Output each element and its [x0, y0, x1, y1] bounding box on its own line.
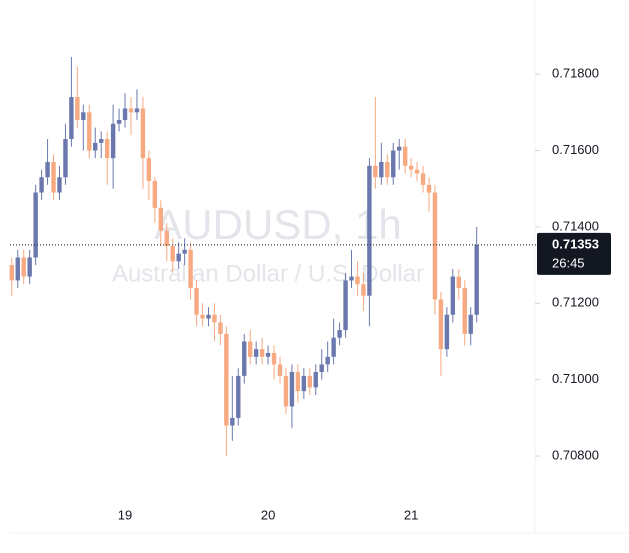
candle-body: [176, 253, 181, 262]
candle-body: [188, 249, 193, 289]
candle-body: [367, 165, 372, 296]
candle-body: [99, 139, 104, 143]
watermark-subtitle: Australian Dollar / U.S. Dollar: [112, 260, 424, 287]
candle-body: [402, 146, 408, 166]
candle-body: [21, 257, 26, 277]
candle-body: [236, 375, 241, 418]
candle-body: [271, 352, 277, 365]
candle-body: [15, 257, 20, 281]
y-tick-label: 0.70800: [552, 448, 599, 463]
candle-body: [307, 375, 312, 388]
candle-body: [93, 142, 98, 151]
candle-body: [391, 150, 396, 178]
candle-body: [170, 246, 175, 262]
candle-body: [164, 230, 169, 247]
candle-body: [301, 375, 307, 392]
candle-body: [343, 280, 348, 331]
candle-body: [242, 341, 247, 376]
y-tick-label: 0.71600: [552, 142, 599, 157]
candle-body: [122, 108, 128, 120]
candle-body: [373, 165, 378, 178]
candle-body: [331, 337, 336, 357]
y-tick-label: 0.71000: [552, 371, 599, 386]
x-tick-label: 20: [261, 507, 275, 522]
candle-body: [432, 192, 438, 300]
candle-body: [295, 372, 301, 392]
candle-body: [224, 333, 229, 426]
candle-body: [110, 123, 116, 159]
candle-body: [146, 158, 152, 182]
candle-body: [33, 192, 38, 258]
candle-body: [230, 417, 235, 426]
candle-body: [200, 314, 205, 319]
candle-body: [152, 181, 158, 208]
candle-body: [57, 177, 62, 193]
candle-body: [313, 372, 318, 388]
candle-body: [283, 375, 289, 407]
watermark-title: AUDUSD, 1h: [154, 201, 401, 248]
candle-body: [248, 341, 253, 357]
candle-body: [361, 284, 366, 296]
candle-body: [128, 108, 134, 113]
candle-body: [349, 276, 354, 281]
candle-body: [468, 314, 473, 334]
candle-body: [414, 169, 420, 174]
candle-body: [397, 146, 402, 151]
y-tick-label: 0.71800: [552, 66, 599, 81]
candle-body: [289, 372, 295, 407]
last-price-box: [537, 232, 611, 275]
y-tick-label: 0.71200: [552, 295, 599, 310]
candle-body: [325, 356, 330, 365]
candle-body: [116, 119, 122, 124]
candle-body: [194, 288, 199, 315]
candle-body: [27, 257, 32, 277]
y-tick-label: 0.71400: [552, 218, 599, 233]
candle-body: [87, 112, 92, 151]
candle-body: [63, 139, 68, 178]
candle-body: [456, 276, 461, 289]
candle-body: [337, 330, 342, 338]
x-tick-label: 21: [404, 507, 418, 522]
candle-body: [259, 349, 265, 357]
candle-body: [408, 165, 414, 170]
candle-body: [104, 139, 110, 159]
candle-body: [81, 112, 86, 120]
candle-body: [45, 161, 50, 178]
candle-body: [420, 173, 426, 185]
candle-body: [355, 276, 360, 285]
candle-body: [385, 161, 390, 178]
candle-body: [462, 288, 467, 334]
candle-body: [218, 322, 223, 334]
candle-body: [265, 352, 271, 357]
candle-body: [158, 207, 163, 231]
candle-body: [277, 364, 283, 376]
candle-body: [438, 299, 444, 350]
candle-body: [39, 177, 44, 193]
candle-body: [319, 364, 324, 373]
candle-body: [444, 314, 450, 350]
candle-body: [379, 161, 384, 178]
last-price-label: 0.71353: [552, 236, 599, 251]
candle-body: [134, 108, 140, 113]
candle-body: [206, 314, 211, 319]
candle-body: [140, 108, 146, 159]
countdown-label: 26:45: [552, 255, 585, 270]
candle-body: [450, 276, 456, 315]
candle-body: [75, 97, 80, 120]
candle-body: [212, 314, 217, 323]
candle-body: [182, 249, 187, 254]
candle-body: [426, 184, 432, 193]
x-tick-label: 19: [118, 507, 132, 522]
candle-body: [51, 161, 56, 193]
candle-body: [69, 97, 74, 140]
candle-body: [253, 349, 259, 357]
candle-body: [9, 265, 14, 281]
candle-body: [474, 244, 479, 315]
